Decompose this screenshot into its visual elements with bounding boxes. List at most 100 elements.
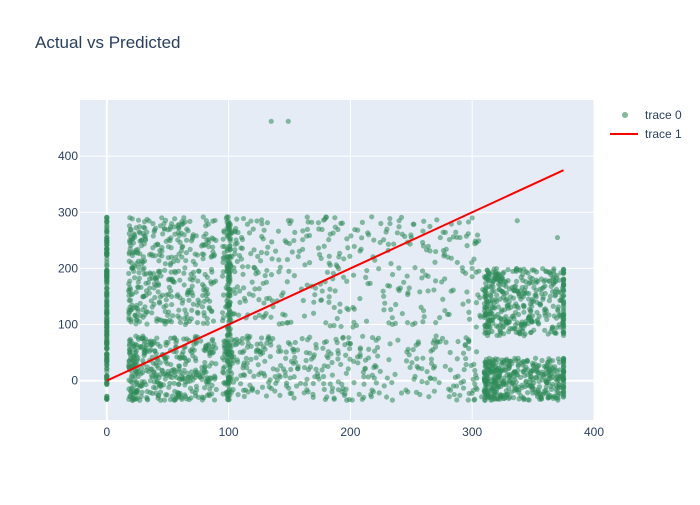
scatter-point bbox=[261, 370, 267, 377]
scatter-point bbox=[519, 285, 525, 291]
scatter-point bbox=[251, 247, 257, 253]
scatter-point bbox=[182, 307, 188, 313]
scatter-point bbox=[382, 300, 388, 306]
scatter-point bbox=[530, 390, 536, 396]
scatter-point bbox=[473, 324, 479, 330]
scatter-point bbox=[194, 309, 201, 315]
scatter-point bbox=[350, 324, 356, 330]
scatter-point bbox=[363, 318, 370, 324]
scatter-point bbox=[415, 341, 422, 347]
scatter-point bbox=[182, 375, 188, 381]
scatter-point bbox=[372, 363, 378, 369]
scatter-point bbox=[252, 286, 258, 292]
scatter-point bbox=[485, 378, 491, 385]
scatter-point bbox=[515, 355, 521, 361]
scatter-point bbox=[493, 277, 500, 283]
scatter-point bbox=[291, 395, 297, 401]
scatter-point bbox=[472, 381, 478, 387]
scatter-point bbox=[227, 357, 233, 363]
scatter-point bbox=[533, 318, 539, 325]
scatter-point bbox=[154, 379, 160, 385]
scatter-point bbox=[284, 279, 290, 285]
scatter-point bbox=[495, 365, 502, 371]
chart-title: Actual vs Predicted bbox=[35, 33, 181, 52]
scatter-point bbox=[542, 327, 548, 333]
scatter-point bbox=[183, 237, 190, 243]
scatter-point bbox=[152, 294, 158, 301]
scatter-point bbox=[500, 324, 506, 330]
scatter-point bbox=[272, 373, 278, 380]
scatter-point bbox=[130, 264, 136, 271]
scatter-point bbox=[126, 377, 132, 383]
scatter-point bbox=[446, 386, 452, 392]
scatter-point bbox=[232, 247, 238, 253]
scatter-point bbox=[460, 385, 467, 391]
scatter-point bbox=[270, 366, 276, 372]
scatter-point bbox=[300, 237, 306, 243]
scatter-point bbox=[300, 297, 306, 304]
scatter-point bbox=[414, 363, 420, 370]
scatter-point bbox=[268, 272, 275, 278]
scatter-point bbox=[521, 309, 527, 315]
scatter-point bbox=[244, 221, 251, 227]
scatter-point bbox=[146, 368, 152, 375]
scatter-point bbox=[346, 335, 352, 341]
scatter-point bbox=[104, 246, 110, 252]
scatter-point bbox=[128, 292, 134, 298]
scatter-point bbox=[104, 263, 110, 269]
scatter-point bbox=[159, 248, 165, 254]
scatter-point bbox=[104, 351, 110, 358]
scatter-point bbox=[474, 232, 481, 238]
scatter-point bbox=[334, 315, 340, 322]
scatter-point bbox=[162, 267, 168, 273]
scatter-point bbox=[269, 256, 275, 262]
scatter-point bbox=[347, 341, 353, 347]
scatter-point bbox=[560, 277, 567, 283]
scatter-point bbox=[315, 245, 322, 251]
scatter-point bbox=[175, 258, 181, 264]
scatter-point bbox=[203, 223, 209, 229]
scatter-point bbox=[488, 293, 494, 299]
scatter-point bbox=[425, 243, 431, 249]
scatter-point bbox=[184, 315, 190, 321]
scatter-point bbox=[427, 223, 433, 230]
scatter-point bbox=[507, 358, 514, 364]
scatter-point bbox=[343, 386, 349, 392]
scatter-point bbox=[127, 284, 133, 291]
scatter-point bbox=[288, 218, 294, 224]
scatter-point bbox=[288, 366, 294, 372]
scatter-point bbox=[371, 237, 377, 243]
scatter-point bbox=[555, 304, 561, 310]
scatter-point bbox=[190, 301, 197, 307]
scatter-point bbox=[337, 301, 343, 307]
scatter-point bbox=[283, 349, 289, 355]
scatter-point bbox=[310, 380, 316, 387]
scatter-point bbox=[304, 376, 310, 383]
scatter-point bbox=[337, 308, 343, 315]
scatter-point bbox=[104, 298, 110, 304]
scatter-point bbox=[327, 286, 333, 292]
scatter-point bbox=[138, 393, 144, 400]
scatter-point bbox=[461, 366, 467, 373]
scatter-point bbox=[182, 361, 188, 367]
scatter-point bbox=[248, 218, 254, 224]
scatter-point bbox=[178, 395, 185, 401]
scatter-point bbox=[468, 362, 474, 369]
scatter-point bbox=[404, 320, 411, 326]
scatter-point bbox=[453, 229, 459, 235]
scatter-point bbox=[471, 396, 478, 402]
scatter-point bbox=[443, 339, 449, 345]
scatter-point bbox=[473, 385, 479, 391]
scatter-point bbox=[179, 351, 185, 358]
scatter-point bbox=[178, 230, 184, 236]
trace-1-line bbox=[106, 169, 564, 382]
scatter-point bbox=[433, 333, 439, 339]
scatter-point bbox=[192, 355, 198, 361]
scatter-point bbox=[202, 363, 208, 370]
scatter-point bbox=[167, 380, 173, 386]
scatter-point bbox=[450, 287, 456, 293]
scatter-point bbox=[327, 323, 333, 329]
scatter-point bbox=[177, 295, 183, 301]
scatter-point bbox=[135, 284, 141, 290]
